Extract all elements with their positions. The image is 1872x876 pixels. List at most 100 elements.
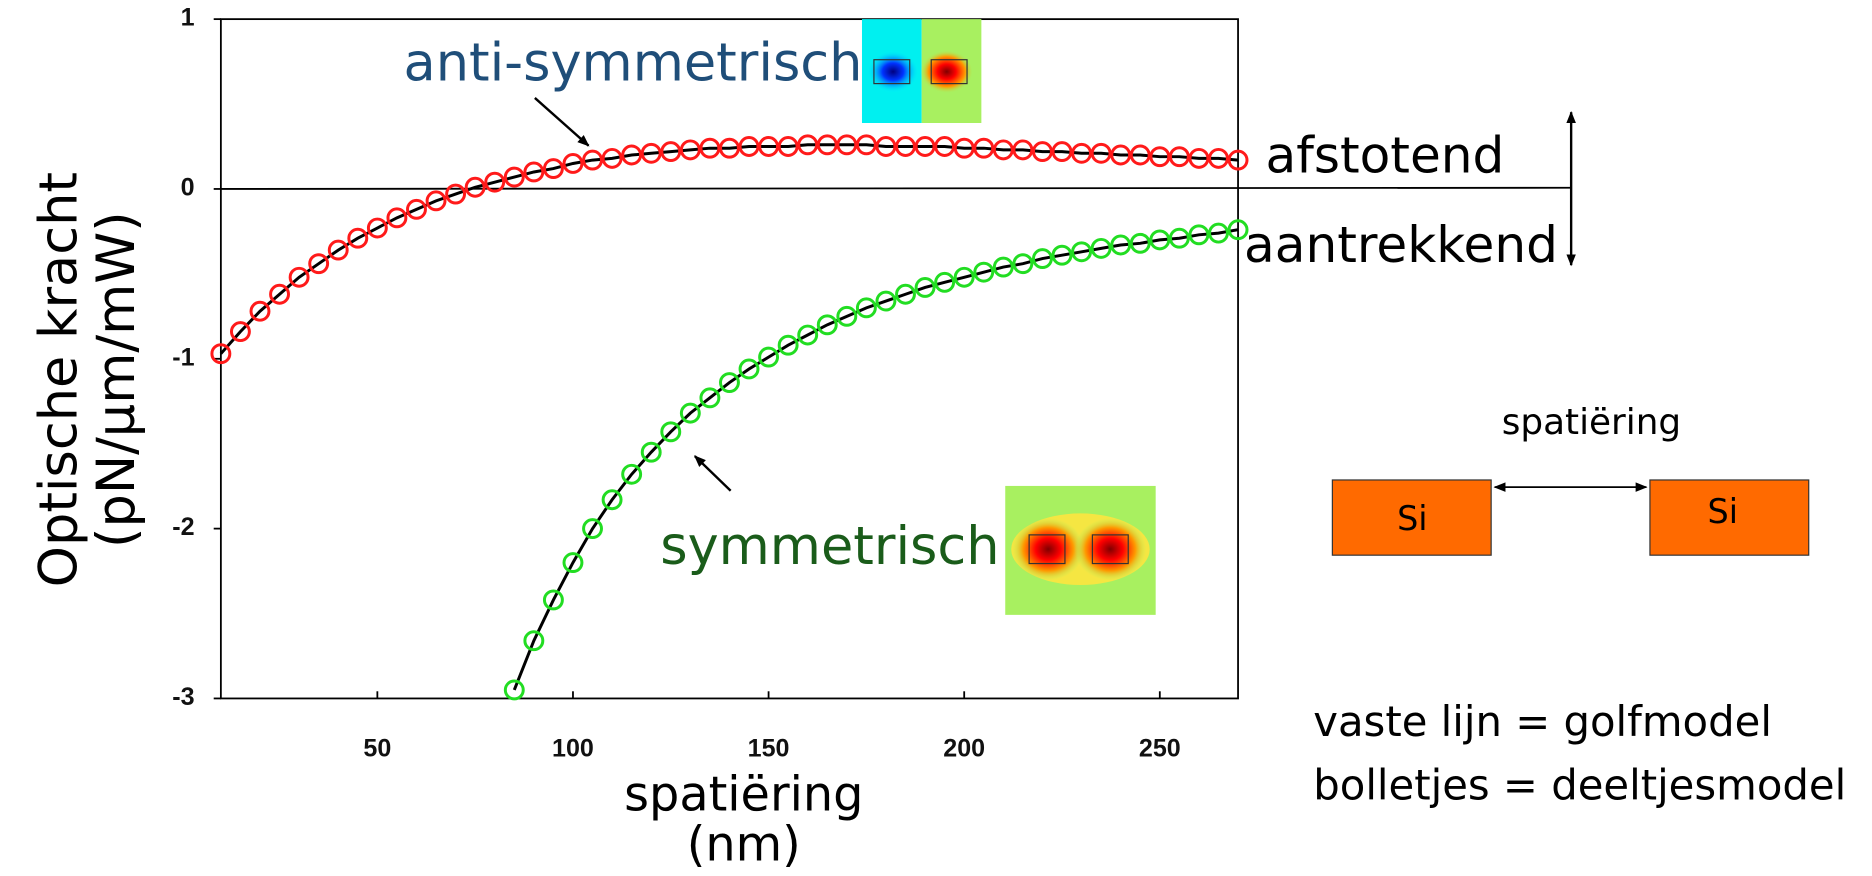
data-point <box>738 358 760 380</box>
y-axis-label: (pN/μm/mW) <box>86 211 147 548</box>
data-point <box>1031 248 1053 270</box>
data-point <box>582 518 603 540</box>
data-point <box>484 171 506 193</box>
x-axis-label: (nm) <box>687 818 801 873</box>
data-point <box>738 136 760 157</box>
data-point <box>679 402 701 424</box>
y-tick-label: -2 <box>172 513 194 541</box>
data-point <box>601 147 623 169</box>
zero-line <box>220 186 1572 190</box>
data-point <box>679 139 701 161</box>
data-point <box>1208 147 1229 169</box>
y-axis-label: Optische kracht <box>29 172 90 587</box>
data-point <box>1071 142 1093 164</box>
data-point <box>327 239 349 261</box>
data-point <box>542 158 564 180</box>
data-point <box>1090 237 1112 259</box>
data-point <box>758 136 780 157</box>
data-point <box>660 421 682 443</box>
data-point <box>582 149 603 171</box>
data-point <box>895 136 916 157</box>
data-point <box>699 137 721 159</box>
data-point <box>855 297 877 319</box>
data-point <box>640 142 662 164</box>
data-point <box>562 552 584 574</box>
annotation: afstotend <box>1266 125 1505 184</box>
data-point <box>1149 146 1171 168</box>
data-point <box>1168 227 1190 249</box>
data-point <box>288 266 310 288</box>
legend-text: bolletjes = deeltjesmodel <box>1313 760 1846 809</box>
legend-text: vaste lijn = golfmodel <box>1313 697 1772 746</box>
data-point <box>269 283 290 305</box>
data-point <box>797 324 819 346</box>
data-point <box>914 136 936 157</box>
data-point <box>992 139 1014 161</box>
symmetric-mode-image <box>1005 485 1156 615</box>
data-point <box>699 387 721 409</box>
data-point <box>1012 253 1034 275</box>
data-point <box>1168 146 1190 168</box>
data-point <box>640 441 662 463</box>
data-point <box>1071 241 1093 263</box>
data-point <box>1149 229 1171 251</box>
data-point <box>386 207 408 229</box>
data-point <box>914 277 936 298</box>
data-point <box>503 166 525 188</box>
x-tick-label: 150 <box>748 734 790 762</box>
data-point <box>621 144 643 166</box>
data-point <box>406 198 427 220</box>
x-tick-label: 50 <box>363 734 391 762</box>
data-point <box>229 321 251 343</box>
data-point <box>836 134 858 156</box>
data-point <box>562 153 584 174</box>
data-point <box>758 346 780 368</box>
data-point <box>308 253 330 275</box>
data-point <box>601 489 623 511</box>
data-point <box>719 137 740 159</box>
data-point <box>523 630 545 652</box>
data-point <box>934 271 956 293</box>
antisymmetric-mode-image <box>861 19 982 123</box>
data-point <box>1227 219 1249 241</box>
data-point <box>1090 142 1112 164</box>
block-label: Si <box>1397 499 1428 538</box>
data-point <box>777 334 799 356</box>
data-point <box>1227 149 1249 171</box>
data-point <box>816 314 838 336</box>
data-point <box>464 176 486 198</box>
data-point <box>953 137 975 159</box>
x-tick-label: 250 <box>1139 734 1181 762</box>
data-point <box>1208 222 1229 244</box>
data-point <box>1051 244 1073 266</box>
data-point <box>777 136 799 157</box>
si-block <box>1331 479 1492 556</box>
data-point <box>660 141 682 163</box>
y-tick-label: -1 <box>172 343 194 371</box>
data-point <box>1129 232 1151 254</box>
data-point <box>1188 147 1210 169</box>
data-point <box>973 261 995 283</box>
data-point <box>366 217 388 239</box>
data-point <box>1110 234 1132 256</box>
annotation: aantrekkend <box>1244 215 1558 274</box>
data-point <box>855 134 877 156</box>
data-point <box>895 283 916 305</box>
data-point <box>992 256 1014 278</box>
data-point <box>797 134 819 156</box>
data-point <box>836 305 858 327</box>
data-point <box>503 679 525 701</box>
data-point <box>1188 224 1210 246</box>
si-block <box>1649 479 1810 556</box>
y-tick-label: 0 <box>181 174 195 202</box>
data-point <box>934 136 956 157</box>
annotation: spatiëring <box>1502 402 1681 443</box>
x-axis-label: spatiëring <box>624 768 863 823</box>
data-point <box>542 589 564 611</box>
data-point <box>1031 141 1053 163</box>
block-label: Si <box>1708 492 1739 531</box>
model-line <box>219 143 1239 355</box>
